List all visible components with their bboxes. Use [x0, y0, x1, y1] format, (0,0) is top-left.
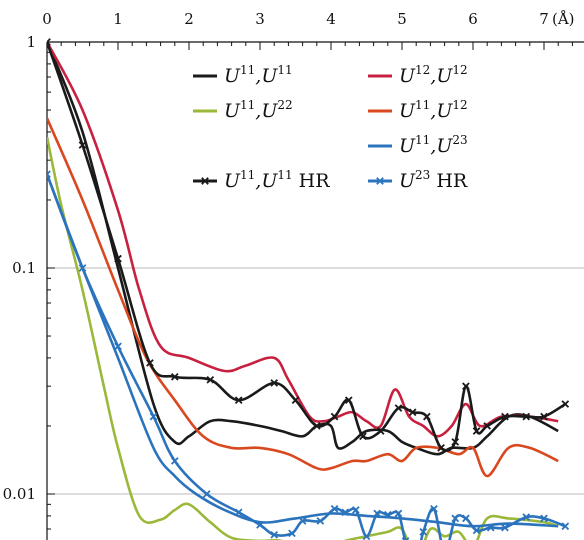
series-6-point-22: [430, 504, 438, 513]
legend-entry-6: U23 HR: [368, 168, 468, 192]
y-tick-label-1: 0.1: [12, 259, 36, 277]
series-5-point-5: [206, 375, 215, 384]
series-6-point-11: [316, 517, 325, 525]
series-6-point-7: [256, 521, 264, 529]
legend-entry-0: U11,U11: [193, 63, 293, 87]
legend-label-6: U23 HR: [399, 168, 468, 192]
series-6-point-6: [234, 508, 243, 517]
series-5-point-4: [170, 372, 179, 381]
series-6-point-8: [270, 530, 279, 539]
series-5-point-14: [394, 404, 403, 412]
series-6-point-13: [341, 508, 350, 517]
legend-entry-2: U11,U22: [193, 98, 293, 122]
x-tick-label-7: 7: [539, 10, 549, 28]
series-5-point-12: [359, 432, 367, 441]
series-5-point-21: [483, 422, 492, 430]
series-5-point-24: [540, 412, 548, 421]
x-tick-label-1: 1: [113, 10, 123, 28]
series-5-point-9: [312, 422, 321, 430]
legend-label-4: U11,U23: [399, 133, 468, 157]
legend-label-2: U11,U22: [224, 98, 293, 122]
series-6-point-29: [522, 513, 531, 521]
legend-entry-3: U11,U12: [368, 98, 468, 122]
series-6-point-14: [352, 506, 360, 514]
series-5-point-7: [270, 379, 279, 387]
series-6-point-12: [330, 504, 339, 513]
series-5-point-22: [501, 412, 509, 421]
legend-entry-1: U12,U12: [368, 63, 468, 87]
series-6-point-21: [419, 528, 428, 536]
series-6-point-1: [78, 264, 87, 272]
series-5: [47, 38, 570, 452]
series-6-point-17: [383, 510, 392, 519]
series-6-point-31: [561, 522, 570, 531]
series-2: [47, 136, 559, 540]
series-6-point-30: [540, 514, 548, 523]
series-line-0: [47, 41, 559, 456]
legend: U11,U11 U12,U12 U11,U22 U11,U12 U11,U23 U11,U…: [193, 63, 468, 192]
series-5-point-17: [437, 444, 445, 452]
series-line-1: [47, 41, 559, 438]
series-6-point-5: [202, 490, 211, 498]
series-5-point-3: [146, 359, 154, 367]
series-5-point-8: [291, 396, 300, 405]
series-5-point-23: [522, 412, 531, 421]
series-6-point-0: [47, 170, 51, 179]
series-5-point-11: [344, 396, 353, 405]
series-5-point-1: [78, 141, 87, 149]
series-group: [47, 38, 570, 540]
x-tick-label-2: 2: [184, 10, 194, 28]
series-6-point-25: [462, 514, 470, 523]
x-unit-label: (Å): [552, 10, 575, 28]
series-6-point-15: [362, 532, 371, 540]
series-5-point-15: [408, 408, 417, 417]
series-5-point-19: [462, 382, 470, 391]
series-6-point-10: [298, 517, 307, 525]
series-5-point-10: [330, 412, 339, 421]
x-tick-label-0: 0: [42, 10, 52, 28]
series-6-point-19: [401, 537, 410, 540]
series-5-point-6: [234, 396, 243, 405]
legend-label-0: U11,U11: [224, 63, 293, 87]
series-5-point-13: [376, 427, 385, 435]
series-5-point-16: [423, 412, 431, 421]
series-6-point-2: [114, 342, 122, 351]
legend-label-5: U11,U11 HR: [224, 168, 330, 192]
series-6-point-3: [149, 412, 158, 421]
series-line-2: [47, 136, 559, 540]
series-6-point-28: [501, 523, 509, 532]
x-tick-label-4: 4: [326, 10, 336, 28]
legend-marker-6: [376, 177, 384, 185]
series-1: [47, 41, 559, 438]
series-line-5: [47, 41, 566, 452]
series-6-point-4: [170, 457, 179, 465]
series-6: [47, 170, 570, 540]
series-5-point-2: [114, 254, 122, 263]
series-5-point-25: [561, 400, 570, 408]
legend-label-1: U12,U12: [399, 63, 468, 87]
x-tick-label-6: 6: [468, 10, 478, 28]
series-5-point-18: [451, 438, 460, 446]
series-6-point-26: [472, 526, 481, 535]
series-6-point-27: [486, 523, 495, 532]
series-5-point-0: [47, 38, 51, 46]
legend-marker-5: [201, 177, 209, 185]
y-tick-label-2: 0.01: [3, 485, 36, 503]
series-6-point-18: [394, 509, 403, 518]
x-tick-label-3: 3: [255, 10, 265, 28]
series-6-point-16: [373, 509, 381, 518]
x-tick-label-5: 5: [397, 10, 407, 28]
series-0: [47, 41, 559, 456]
legend-entry-5: U11,U11 HR: [193, 168, 330, 192]
series-5-point-20: [472, 427, 481, 435]
y-tick-label-0: 1: [26, 33, 36, 51]
series-6-point-9: [288, 529, 296, 538]
legend-label-3: U11,U12: [399, 98, 468, 122]
axes: 0 1 2 3 4 5 6 7 (Å)10.10.01: [3, 10, 584, 540]
legend-entry-4: U11,U23: [368, 133, 468, 157]
series-6-point-24: [451, 514, 460, 523]
